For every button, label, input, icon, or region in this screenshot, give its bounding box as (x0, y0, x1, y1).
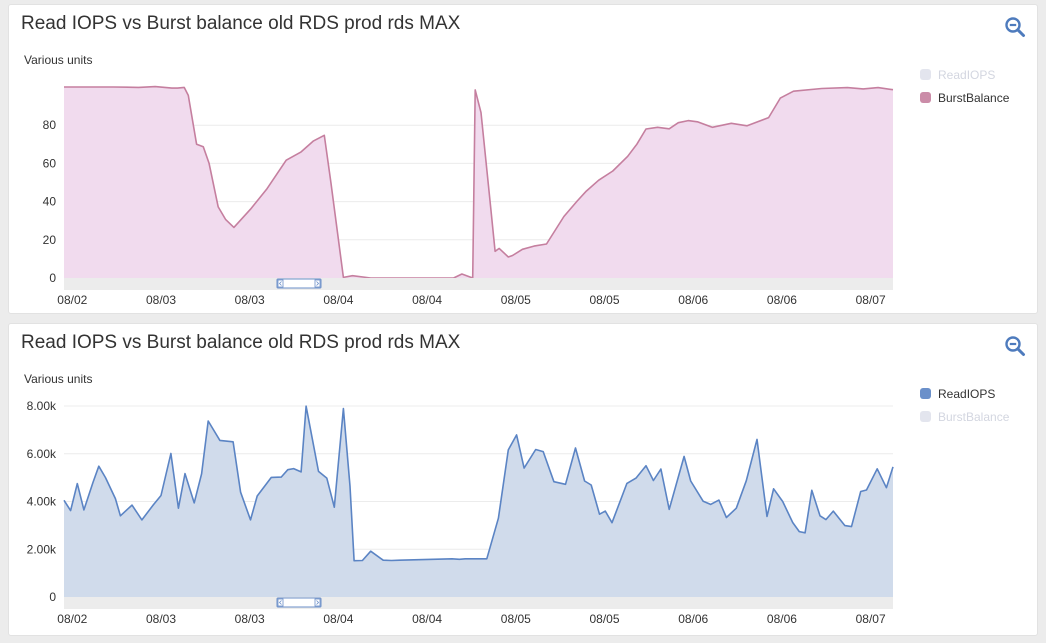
x-tick-label: 08/03 (146, 612, 176, 626)
legend-swatch-burstbalance (920, 92, 931, 103)
series-line-readiops (63, 405, 894, 562)
panel-title: Read IOPS vs Burst balance old RDS prod … (21, 13, 461, 34)
x-tick-label: 08/05 (589, 293, 619, 307)
zoom-out-icon[interactable] (1003, 334, 1027, 358)
chart-panel-read-iops: Read IOPS vs Burst balance old RDS prod … (8, 323, 1038, 636)
y-tick-label: 6.00k (27, 447, 57, 461)
x-tick-label: 08/05 (501, 612, 531, 626)
x-tick-label: 08/06 (767, 293, 797, 307)
chart-panel-burst-balance: Read IOPS vs Burst balance old RDS prod … (8, 4, 1038, 314)
legend: ReadIOPS BurstBalance (920, 63, 1009, 109)
series-line-burstbalance (64, 85, 894, 279)
panel-title: Read IOPS vs Burst balance old RDS prod … (21, 332, 461, 353)
legend-label: ReadIOPS (938, 386, 996, 401)
legend-item-readiops[interactable]: ReadIOPS (920, 382, 1009, 405)
legend-swatch-readiops (920, 388, 931, 399)
legend-label: BurstBalance (938, 409, 1010, 424)
y-tick-label: 20 (43, 233, 57, 247)
y-tick-label: 8.00k (27, 399, 57, 413)
x-tick-label: 08/06 (767, 612, 797, 626)
x-tick-label: 08/05 (589, 612, 619, 626)
x-tick-label: 08/03 (235, 612, 265, 626)
legend-item-readiops[interactable]: ReadIOPS (920, 63, 1009, 86)
zoom-out-icon[interactable] (1003, 15, 1027, 39)
y-tick-label: 4.00k (27, 495, 57, 509)
y-axis-unit-label: Various units (24, 372, 93, 386)
legend-item-burstbalance[interactable]: BurstBalance (920, 86, 1009, 109)
legend: ReadIOPS BurstBalance (920, 382, 1009, 428)
x-tick-label: 08/04 (412, 293, 442, 307)
y-tick-label: 60 (43, 156, 57, 170)
y-axis-unit-label: Various units (24, 53, 93, 67)
x-tick-label: 08/07 (856, 612, 886, 626)
x-tick-label: 08/04 (323, 293, 353, 307)
x-tick-label: 08/06 (678, 293, 708, 307)
x-tick-label: 08/03 (146, 293, 176, 307)
x-tick-label: 08/03 (235, 293, 265, 307)
legend-swatch-burstbalance (920, 411, 931, 422)
series-area-burstbalance (64, 86, 893, 278)
x-tick-label: 08/06 (678, 612, 708, 626)
x-tick-label: 08/04 (323, 612, 353, 626)
x-axis-band (64, 597, 893, 609)
x-axis-band (64, 278, 893, 290)
x-tick-label: 08/07 (856, 293, 886, 307)
area-chart-read-iops: 0 2.00k 4.00k 6.00k 8.00k 08/02 08/03 08/03 08/0… (27, 399, 894, 626)
legend-label: ReadIOPS (938, 67, 996, 82)
y-tick-label: 80 (43, 118, 57, 132)
scroll-handle[interactable] (276, 597, 322, 608)
scroll-handle[interactable] (276, 278, 322, 289)
x-tick-label: 08/04 (412, 612, 442, 626)
y-tick-label: 40 (43, 195, 57, 209)
y-tick-label: 0 (49, 271, 56, 285)
y-tick-label: 0 (49, 590, 56, 604)
x-tick-label: 08/05 (501, 293, 531, 307)
x-tick-label: 08/02 (57, 293, 87, 307)
legend-label: BurstBalance (938, 90, 1010, 105)
x-tick-label: 08/02 (57, 612, 87, 626)
legend-item-burstbalance[interactable]: BurstBalance (920, 405, 1009, 428)
area-chart-burst-balance: 0 20 40 60 80 08/02 08/03 08/03 08/04 08/04 08/05 0… (43, 85, 894, 307)
legend-swatch-readiops (920, 69, 931, 80)
y-tick-label: 2.00k (27, 542, 57, 556)
series-area-readiops (64, 406, 893, 597)
